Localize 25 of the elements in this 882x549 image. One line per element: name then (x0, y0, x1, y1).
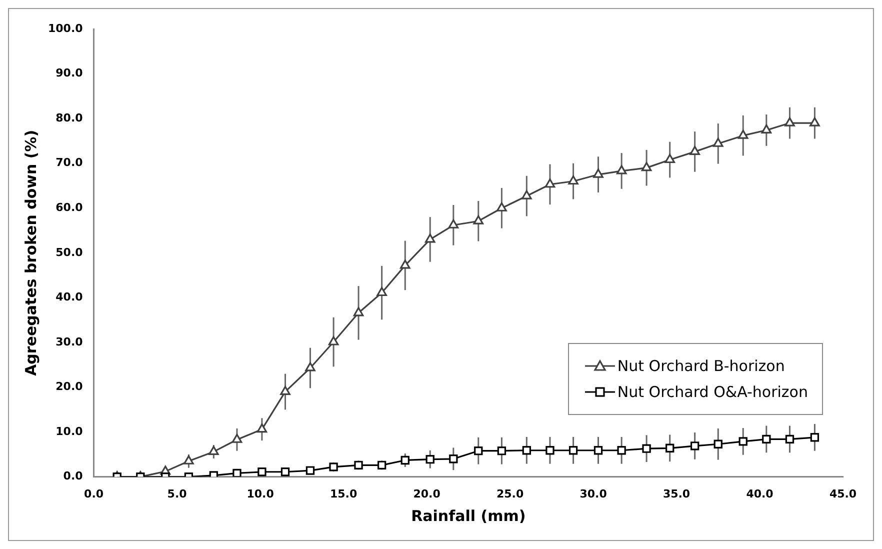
y-axis-title: Agreegates broken down (%) (22, 130, 40, 376)
legend-label: Nut Orchard O&A-horizon (617, 383, 808, 401)
y-tick-label: 0.0 (63, 470, 84, 483)
y-tick-label: 30.0 (56, 335, 84, 348)
x-tick-label: 5.0 (167, 487, 188, 500)
legend-label: Nut Orchard B-horizon (617, 357, 785, 375)
y-tick-label: 50.0 (56, 246, 84, 259)
x-tick-label: 15.0 (330, 487, 358, 500)
y-tick-label: 40.0 (56, 290, 84, 304)
x-tick-label: 0.0 (84, 487, 104, 500)
x-tick-label: 20.0 (413, 487, 441, 500)
x-tick-label: 45.0 (829, 487, 857, 500)
y-tick-label: 60.0 (56, 200, 84, 214)
y-tick-label: 10.0 (56, 424, 84, 438)
x-tick-label: 25.0 (496, 487, 524, 500)
x-tick-label: 30.0 (580, 487, 608, 500)
y-tick-label: 90.0 (56, 66, 84, 80)
y-tick-label: 70.0 (56, 156, 84, 170)
y-tick-label: 80.0 (56, 111, 84, 124)
x-axis-title: Rainfall (mm) (411, 506, 526, 525)
x-tick-label: 40.0 (746, 487, 774, 500)
y-tick-label: 100.0 (48, 22, 84, 35)
y-tick-label: 20.0 (56, 380, 84, 394)
x-tick-label: 35.0 (662, 487, 690, 500)
x-tick-label: 10.0 (246, 487, 274, 500)
